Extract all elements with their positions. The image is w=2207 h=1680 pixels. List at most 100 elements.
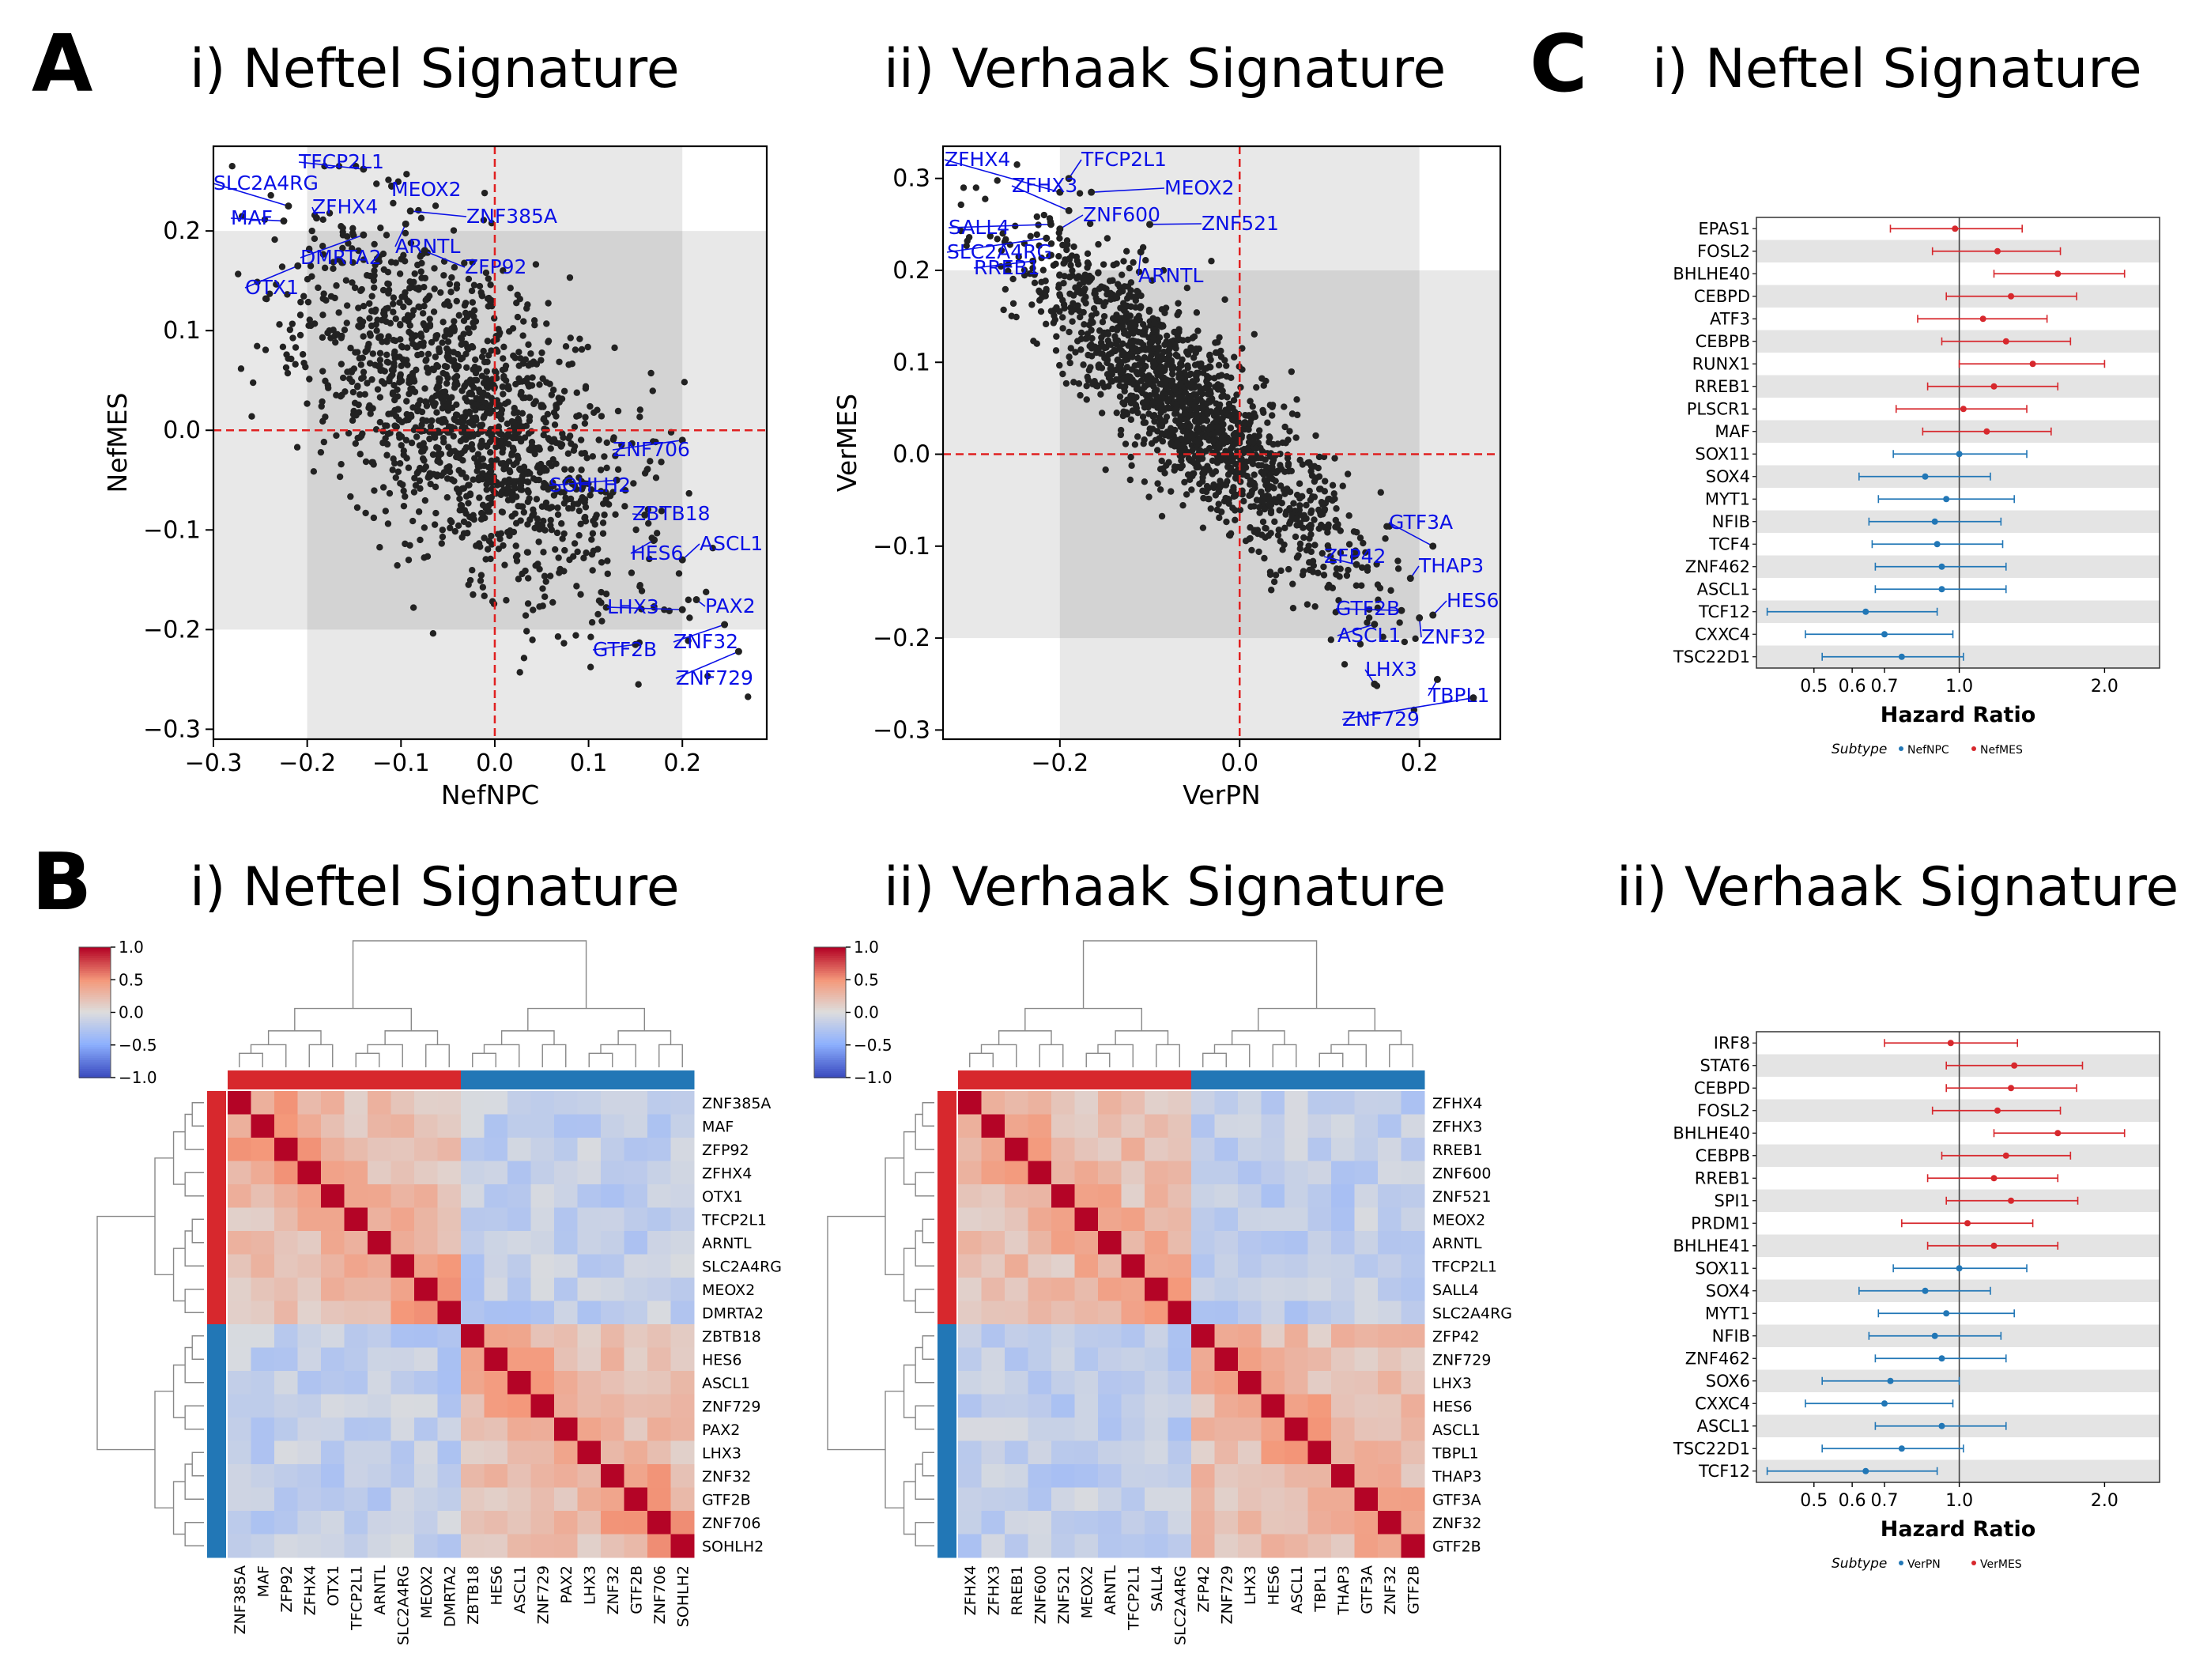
- gene-label: ZFHX3: [1012, 174, 1077, 197]
- scatter-point: [496, 402, 504, 409]
- heatmap-cell: [554, 1347, 578, 1372]
- scatter-point: [1261, 505, 1269, 513]
- y-tick-label: 0.0: [163, 417, 201, 444]
- scatter-point: [574, 548, 581, 556]
- heatmap-cell: [601, 1418, 624, 1441]
- heatmap-cell: [1028, 1464, 1052, 1488]
- scatter-point: [488, 500, 496, 507]
- scatter-point: [461, 302, 469, 309]
- scatter-point: [492, 444, 500, 451]
- hazard-point: [1938, 1422, 1945, 1429]
- scatter-point: [304, 400, 311, 407]
- colorbar-tick-label: 0.5: [119, 970, 144, 989]
- scatter-point: [523, 304, 530, 312]
- hazard-point: [1898, 653, 1905, 660]
- heatmap-cell: [1121, 1440, 1145, 1465]
- heatmap-cell: [484, 1324, 508, 1348]
- labeled-point: [692, 596, 700, 604]
- heatmap-cell: [414, 1418, 438, 1441]
- scatter-point: [1130, 259, 1137, 266]
- group-bar-top: [1331, 1070, 1355, 1089]
- heatmap-cell: [1378, 1534, 1402, 1558]
- heatmap-cell: [1074, 1440, 1099, 1465]
- scatter-point: [468, 514, 475, 521]
- scatter-point: [429, 451, 437, 459]
- heatmap-cell: [647, 1254, 671, 1278]
- scatter-point: [1104, 235, 1111, 242]
- scatter-point: [457, 501, 465, 509]
- scatter-point: [1118, 347, 1126, 355]
- scatter-point: [395, 431, 403, 438]
- heatmap-cell: [1261, 1091, 1285, 1115]
- heatmap-cell: [1168, 1418, 1192, 1441]
- scatter-point: [510, 461, 517, 469]
- heatmap-cell: [554, 1278, 578, 1301]
- heatmap-cell: [251, 1371, 275, 1395]
- scatter-point: [1126, 476, 1134, 484]
- scatter-point: [488, 407, 496, 414]
- heatmap-cell: [530, 1301, 555, 1325]
- scatter-point: [488, 220, 496, 227]
- heatmap-cell: [1191, 1534, 1215, 1558]
- heatmap-cell: [670, 1511, 695, 1535]
- scatter-point: [349, 259, 357, 266]
- scatter-point: [1000, 306, 1007, 314]
- gene-label: ZNF32: [673, 630, 738, 653]
- hazard-point: [2008, 293, 2015, 300]
- scatter-point: [410, 489, 418, 496]
- heatmap-cell: [1145, 1254, 1168, 1278]
- heatmap-cell: [1168, 1464, 1192, 1488]
- dendrogram-left-branch: [172, 1248, 186, 1302]
- scatter-point: [1067, 345, 1074, 352]
- heatmap-cell: [1074, 1138, 1099, 1161]
- heatmap-cell: [1028, 1138, 1052, 1161]
- scatter-point: [1141, 436, 1148, 444]
- scatter-point: [450, 349, 458, 356]
- heatmap-cell: [601, 1301, 624, 1325]
- scatter-point: [1122, 374, 1130, 382]
- scatter-point: [497, 530, 505, 537]
- heatmap-cell: [484, 1114, 508, 1138]
- heatmap-cell: [507, 1231, 531, 1255]
- forest-gene-label: PLSCR1: [1687, 399, 1750, 418]
- hazard-point: [1887, 1377, 1894, 1384]
- heatmap-cell: [1191, 1464, 1215, 1488]
- col-gene-label: HES6: [488, 1565, 505, 1605]
- scatter-point: [478, 353, 486, 361]
- scatter-point: [418, 408, 426, 416]
- scatter-point: [1009, 300, 1017, 308]
- heatmap-cell: [484, 1161, 508, 1185]
- scatter-point: [1329, 481, 1337, 489]
- label-leader: [230, 217, 285, 222]
- heatmap-cell: [1098, 1231, 1122, 1255]
- heatmap-cell: [344, 1091, 368, 1115]
- scatter-point: [347, 493, 354, 500]
- scatter-point: [416, 477, 424, 485]
- scatter-point: [496, 535, 504, 542]
- heatmap-cell: [1191, 1091, 1215, 1115]
- scatter-point: [1325, 581, 1333, 589]
- col-gene-label: SALL4: [1149, 1565, 1166, 1612]
- heatmap-cell: [1214, 1301, 1239, 1325]
- scatter-point: [1168, 441, 1175, 448]
- heatmap-cell: [1261, 1534, 1285, 1558]
- scatter-point: [531, 321, 538, 329]
- scatter-point: [399, 481, 406, 489]
- scatter-point: [1288, 513, 1296, 521]
- dendrogram-top-branch: [1389, 1044, 1413, 1067]
- panel-a-title-ii: ii) Verhaak Signature: [884, 38, 1446, 100]
- scatter-point: [1364, 567, 1371, 574]
- heatmap-cell: [1307, 1231, 1332, 1255]
- gene-label: GTF2B: [1336, 597, 1400, 620]
- heatmap-cell: [344, 1487, 368, 1512]
- x-axis-label: VerPN: [1183, 780, 1260, 810]
- row-gene-label: SOHLH2: [702, 1538, 764, 1555]
- scatter-point: [1212, 492, 1220, 499]
- scatter-point: [1306, 487, 1313, 495]
- col-gene-label: PAX2: [558, 1565, 575, 1603]
- scatter-point: [526, 413, 534, 421]
- scatter-point: [562, 342, 570, 350]
- scatter-point: [431, 265, 438, 272]
- scatter-point: [443, 379, 451, 387]
- scatter-point: [1215, 429, 1223, 436]
